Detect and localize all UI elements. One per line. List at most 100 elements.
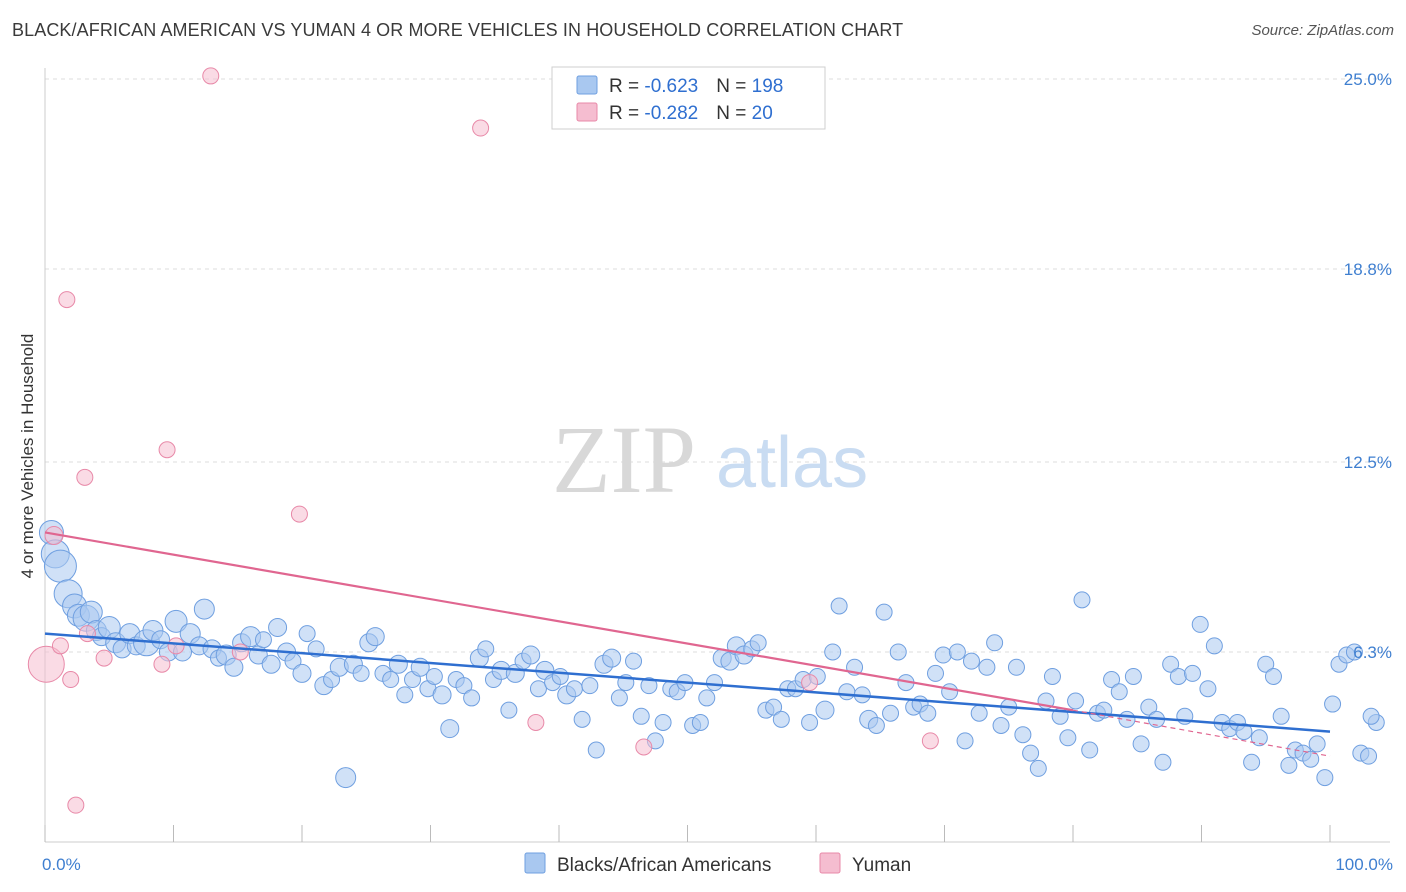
x-tick-labels: 0.0% 100.0% — [42, 855, 1393, 874]
blacks-point-19 — [164, 609, 188, 633]
blacks-point-128 — [970, 704, 988, 722]
blacks-point-115 — [875, 603, 893, 621]
y-tick-label-0: 6.3% — [1353, 643, 1392, 662]
blacks-point-147 — [1110, 683, 1128, 701]
blacks-point-37 — [298, 625, 316, 643]
legend-row-yuman: R = -0.282 N = 20 — [609, 103, 773, 124]
legend-r-value: -0.623 — [644, 76, 698, 97]
blacks-point-133 — [1007, 658, 1025, 676]
yuman-point-15 — [472, 119, 490, 137]
blacks-point-155 — [1169, 667, 1187, 685]
legend-n-label: N = — [716, 103, 751, 124]
yuman-point-7 — [78, 625, 96, 643]
blacks-point-71 — [551, 667, 569, 685]
watermark-zip: ZIP — [552, 406, 696, 513]
correlation-legend: R = -0.623 N = 198 R = -0.282 N = 20 — [551, 66, 826, 130]
blacks-point-114 — [867, 717, 885, 735]
blacks-point-142 — [1073, 591, 1091, 609]
blacks-point-117 — [889, 643, 907, 661]
blacks-point-153 — [1154, 753, 1172, 771]
yuman-point-6 — [76, 468, 94, 486]
blacks-point-169 — [1272, 707, 1290, 725]
blacks-point-49 — [388, 654, 408, 674]
legend-r-value: -0.282 — [644, 103, 698, 124]
blacks-point-167 — [1257, 655, 1275, 673]
series-yuman-points — [27, 67, 939, 814]
yuman-point-19 — [921, 732, 939, 750]
blacks-point-175 — [1316, 769, 1334, 787]
trend-line-yuman — [44, 531, 1074, 712]
blacks-point-42 — [335, 767, 357, 789]
yuman-point-16 — [527, 713, 545, 731]
blacks-point-59 — [463, 689, 481, 707]
blacks-point-7 — [79, 600, 103, 624]
blacks-point-123 — [934, 646, 952, 664]
blacks-point-130 — [986, 634, 1004, 652]
blacks-point-79 — [610, 689, 628, 707]
blacks-point-121 — [919, 704, 937, 722]
trend-lines — [44, 531, 1331, 757]
series-legend-label-yuman: Yuman — [852, 855, 911, 876]
blacks-point-82 — [632, 707, 650, 725]
blacks-point-122 — [927, 664, 945, 682]
blacks-point-158 — [1191, 615, 1209, 633]
blacks-point-164 — [1235, 723, 1253, 741]
yuman-point-13 — [231, 643, 249, 661]
blacks-point-100 — [765, 698, 783, 716]
yuman-point-17 — [635, 738, 653, 756]
blacks-point-107 — [815, 700, 835, 720]
yuman-point-0 — [27, 645, 65, 683]
yuman-point-2 — [51, 637, 69, 655]
blacks-point-67 — [521, 645, 541, 665]
blacks-point-81 — [625, 652, 643, 670]
y-tick-label-2: 18.8% — [1344, 260, 1392, 279]
blacks-point-159 — [1199, 680, 1217, 698]
y-axis-title: 4 or more Vehicles in Household — [18, 334, 37, 579]
blacks-point-73 — [565, 680, 583, 698]
yuman-point-8 — [95, 649, 113, 667]
blacks-point-181 — [1360, 747, 1378, 765]
blacks-point-170 — [1280, 756, 1298, 774]
blacks-point-75 — [581, 677, 599, 695]
blacks-point-2 — [43, 549, 77, 583]
blacks-point-149 — [1124, 667, 1142, 685]
trend-line-blacks — [44, 632, 1331, 733]
y-tick-label-1: 12.5% — [1344, 453, 1392, 472]
blacks-point-31 — [254, 631, 272, 649]
blacks-point-141 — [1067, 692, 1085, 710]
blacks-point-55 — [432, 685, 452, 705]
y-tick-label-3: 25.0% — [1344, 70, 1392, 89]
blacks-point-32 — [261, 654, 281, 674]
blacks-point-166 — [1250, 729, 1268, 747]
blacks-point-140 — [1059, 729, 1077, 747]
legend-swatch-pink — [576, 102, 598, 122]
blacks-point-165 — [1243, 753, 1261, 771]
trend-line-yuman-extension — [1072, 709, 1331, 757]
yuman-point-14 — [290, 505, 308, 523]
blacks-point-108 — [824, 643, 842, 661]
blacks-point-174 — [1308, 735, 1326, 753]
blacks-point-131 — [992, 717, 1010, 735]
blacks-point-54 — [425, 667, 443, 685]
yuman-point-4 — [62, 671, 80, 689]
blacks-point-83 — [640, 677, 658, 695]
source-label: Source: ZipAtlas.com — [1251, 22, 1394, 39]
blacks-point-27 — [224, 657, 244, 677]
blacks-point-127 — [962, 652, 980, 670]
yuman-point-9 — [153, 655, 171, 673]
blacks-point-76 — [587, 741, 605, 759]
blacks-point-98 — [749, 634, 767, 652]
series-legend-swatch-blacks — [524, 852, 546, 874]
blacks-point-138 — [1043, 667, 1061, 685]
yuman-point-12 — [202, 67, 220, 85]
blacks-point-23 — [193, 598, 215, 620]
blacks-point-36 — [292, 663, 312, 683]
y-tick-labels: 6.3% 12.5% 18.8% 25.0% — [1344, 70, 1392, 662]
blacks-point-50 — [396, 686, 414, 704]
blacks-point-134 — [1014, 726, 1032, 744]
blacks-point-154 — [1162, 655, 1180, 673]
blacks-point-90 — [691, 713, 709, 731]
legend-row-blacks: R = -0.623 N = 198 — [609, 76, 783, 97]
blacks-point-109 — [830, 597, 848, 615]
